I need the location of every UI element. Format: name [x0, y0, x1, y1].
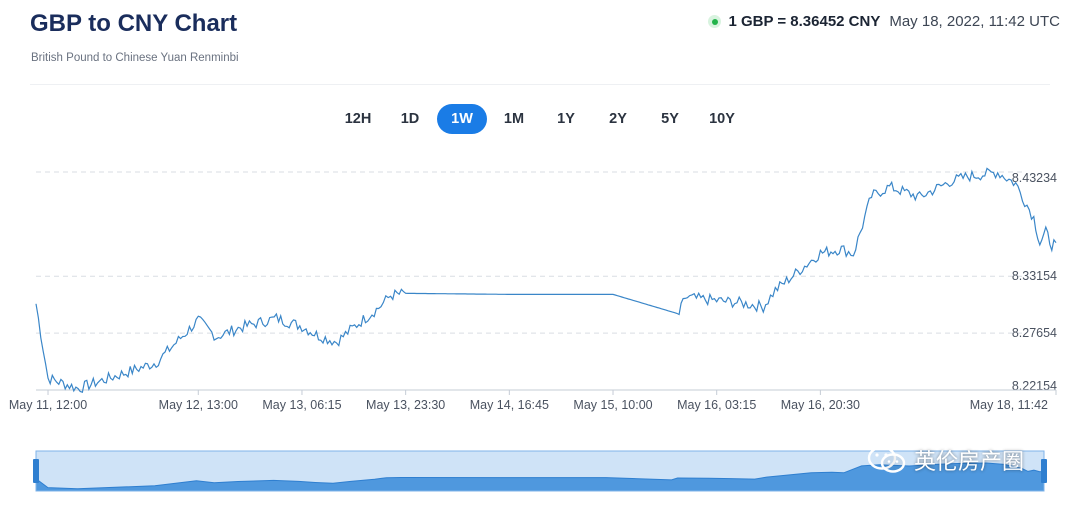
range-tab-10y[interactable]: 10Y	[709, 111, 735, 127]
chart-navigator[interactable]	[0, 445, 1080, 495]
rate-value: 1 GBP = 8.36452 CNY	[728, 13, 881, 30]
range-tab-1y[interactable]: 1Y	[557, 111, 575, 127]
live-status-icon	[708, 15, 722, 28]
y-tick-label: 8.27654	[1012, 326, 1057, 340]
x-tick-label: May 12, 13:00	[159, 398, 238, 412]
live-rate: 1 GBP = 8.36452 CNY May 18, 2022, 11:42 …	[708, 13, 1060, 30]
range-tab-12h[interactable]: 12H	[344, 111, 372, 127]
x-tick-label: May 14, 16:45	[470, 398, 549, 412]
page-title: GBP to CNY Chart	[30, 10, 238, 37]
range-tab-1m[interactable]: 1M	[503, 111, 525, 127]
y-tick-label: 8.43234	[1012, 171, 1057, 185]
y-tick-label: 8.33154	[1012, 269, 1057, 283]
navigator-right-handle[interactable]	[1041, 459, 1047, 483]
watermark-text: 英伦房产圈	[914, 449, 1025, 474]
range-tab-2y[interactable]: 2Y	[609, 111, 627, 127]
range-tabs: 12H 1D 1W 1M 1Y 2Y 5Y 10Y	[333, 104, 749, 134]
x-tick-label: May 18, 11:42	[970, 398, 1048, 412]
rate-timestamp: May 18, 2022, 11:42 UTC	[889, 13, 1060, 30]
x-tick-label: May 13, 06:15	[262, 398, 341, 412]
header-divider	[30, 84, 1050, 85]
watermark: 英伦房产圈	[866, 444, 1024, 476]
x-tick-label: May 16, 20:30	[781, 398, 860, 412]
range-tab-1d[interactable]: 1D	[400, 111, 420, 127]
navigator-left-handle[interactable]	[33, 459, 39, 483]
exchange-rate-chart: 8.22154 8.27654 8.33154 8.43234 May 11, 12:0…	[9, 167, 1057, 412]
x-tick-label: May 11, 12:00	[9, 398, 87, 412]
navigator-area	[35, 462, 1045, 492]
x-tick-label: May 16, 03:15	[677, 398, 756, 412]
range-tab-5y[interactable]: 5Y	[661, 111, 679, 127]
y-tick-label: 8.22154	[1012, 379, 1057, 393]
wechat-icon	[867, 446, 906, 473]
page-subtitle: British Pound to Chinese Yuan Renminbi	[31, 52, 239, 64]
series-line	[35, 167, 1057, 393]
x-tick-label: May 15, 10:00	[573, 398, 652, 412]
range-tab-1w[interactable]: 1W	[437, 104, 487, 134]
x-tick-label: May 13, 23:30	[366, 398, 445, 412]
